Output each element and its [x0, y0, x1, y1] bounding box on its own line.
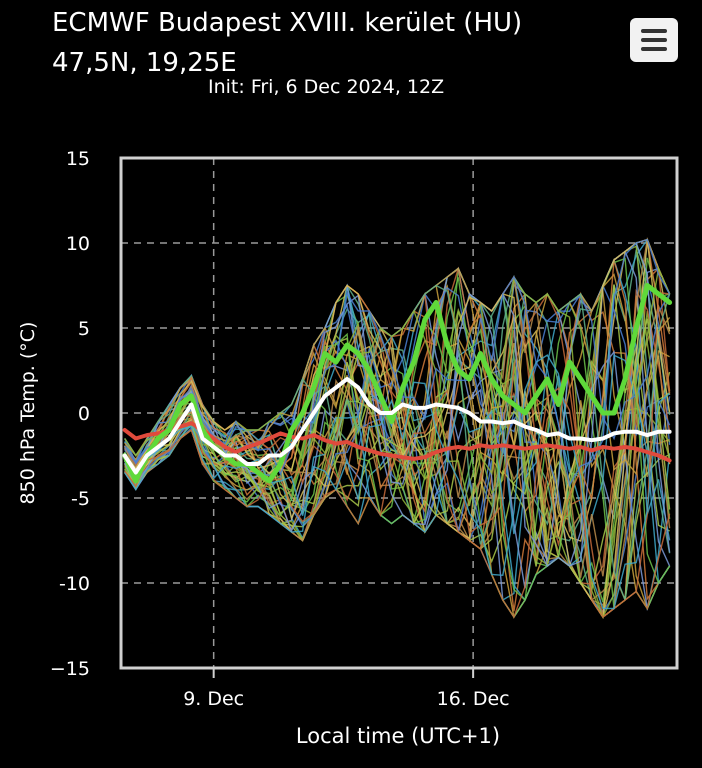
- init-time-label: Init: Fri, 6 Dec 2024, 12Z: [208, 76, 445, 98]
- y-tick-label: -5: [71, 488, 90, 510]
- ensemble-member-line: [124, 354, 671, 610]
- ensemble-member-line: [124, 257, 671, 602]
- ensemble-member-line: [124, 266, 671, 619]
- ensemble-members: [124, 236, 671, 620]
- hamburger-menu-icon[interactable]: [630, 18, 678, 62]
- climate-series-line: [122, 421, 672, 463]
- chart-title: ECMWF Budapest XVIII. kerület (HU): [52, 8, 523, 38]
- mean-series-line: [122, 377, 672, 475]
- ensemble-member-line: [124, 250, 671, 589]
- y-axis-label: 850 hPa Temp. (°C): [17, 322, 39, 505]
- y-tick-label: 5: [78, 318, 90, 340]
- x-tick-label: 9. Dec: [183, 688, 244, 710]
- y-tick-label: −15: [50, 658, 90, 680]
- ensemble-member-line: [124, 241, 671, 554]
- y-tick-label: -10: [59, 573, 90, 595]
- y-tick-label: 10: [66, 233, 90, 255]
- x-axis-label: Local time (UTC+1): [296, 724, 500, 748]
- y-tick-label: 0: [78, 403, 90, 425]
- ensemble-member-line: [124, 387, 671, 619]
- location-coordinates: 47,5N, 19,25E: [52, 48, 237, 78]
- x-tick-label: 16. Dec: [437, 688, 510, 710]
- ensemble-member-line: [124, 318, 671, 592]
- y-tick-label: 15: [66, 148, 90, 170]
- tick-layer: 15 10 5 0 -5 -10 −15 9. Dec 16. Dec: [50, 148, 510, 710]
- series-layer: [122, 283, 673, 484]
- plot-frame: [119, 156, 679, 670]
